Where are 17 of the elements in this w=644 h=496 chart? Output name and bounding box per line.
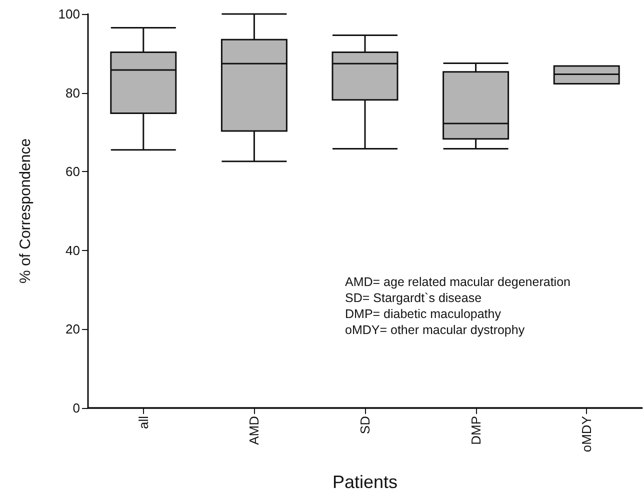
y-axis-title: % of Correspondence — [17, 138, 34, 284]
x-tick-label: DMP — [468, 416, 484, 445]
x-axis-title: Patients — [332, 472, 398, 492]
annotation: AMD= age related macular degeneration — [345, 275, 571, 289]
y-tick-label: 80 — [66, 85, 80, 100]
x-tick-label: oMDY — [579, 416, 594, 452]
y-tick-label: 0 — [72, 400, 80, 416]
y-tick-label: 40 — [66, 242, 80, 258]
annotation: oMDY= other macular dystrophy — [345, 323, 526, 337]
annotation: SD= Stargardt`s disease — [345, 291, 482, 305]
x-tick-label: all — [136, 416, 151, 430]
y-tick-label: 100 — [58, 6, 80, 22]
x-tick-label: SD — [358, 416, 372, 434]
annotation: DMP= diabetic maculopathy — [345, 307, 502, 321]
y-tick-label: 60 — [66, 164, 80, 180]
y-tick-label: 20 — [66, 322, 80, 337]
x-tick-label: AMD — [246, 416, 262, 445]
